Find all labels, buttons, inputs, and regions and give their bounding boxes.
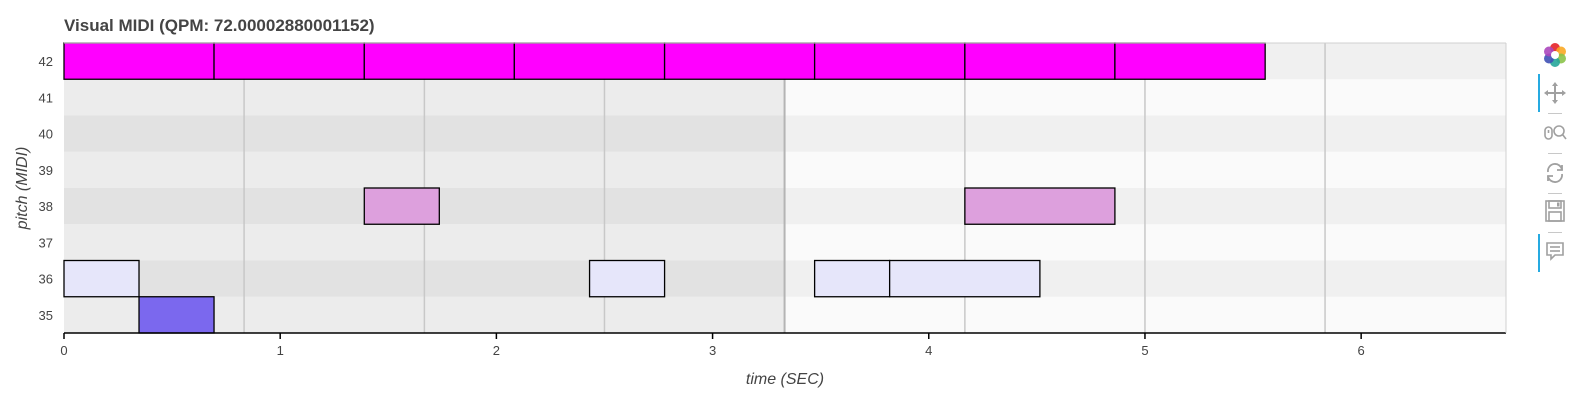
y-axis-label: pitch (MIDI) [14, 147, 31, 231]
x-tick-label: 6 [1358, 343, 1365, 358]
wheel-zoom-tool-icon[interactable] [1538, 118, 1572, 148]
x-tick-label: 4 [925, 343, 932, 358]
toolbar-separator [1548, 113, 1562, 114]
plot-toolbar [1538, 40, 1572, 280]
hover-tool-active-indicator [1538, 234, 1540, 272]
x-tick-label: 1 [277, 343, 284, 358]
reset-tool-icon[interactable] [1538, 158, 1572, 188]
plot-title: Visual MIDI (QPM: 72.00002880001152) [64, 16, 375, 35]
note-36 [588, 259, 666, 298]
note-36 [63, 259, 140, 298]
note-42 [663, 42, 816, 80]
note-42 [63, 42, 215, 80]
y-tick-label: 40 [39, 127, 53, 142]
hover-tool-icon[interactable] [1538, 236, 1572, 266]
y-tick-label: 37 [39, 235, 53, 250]
y-tick-label: 41 [39, 90, 53, 105]
toolbar-separator [1548, 153, 1562, 154]
x-tick-label: 0 [60, 343, 67, 358]
save-tool-icon[interactable] [1538, 196, 1572, 226]
note-38 [363, 187, 440, 225]
y-tick-label: 42 [39, 54, 53, 69]
note-42 [964, 42, 1116, 80]
note-42 [213, 42, 365, 80]
y-tick-label: 36 [39, 272, 53, 287]
toolbar-separator [1548, 193, 1562, 194]
toolbar-separator [1548, 232, 1562, 233]
note-42 [363, 42, 515, 80]
note-42 [813, 42, 966, 80]
bokeh-logo-icon[interactable] [1538, 40, 1572, 70]
x-tick-label: 3 [709, 343, 716, 358]
axes: 0 1 2 3 4 5 6 35 36 37 38 39 40 41 42 [39, 42, 1507, 358]
y-tick-label: 35 [39, 308, 53, 323]
note-35 [138, 296, 215, 334]
pan-tool-active-indicator [1538, 74, 1540, 112]
y-tick-label: 39 [39, 163, 53, 178]
note-36 [813, 259, 891, 298]
note-rectangles [63, 42, 1266, 334]
note-38 [964, 187, 1116, 225]
x-tick-label: 2 [493, 343, 500, 358]
note-42 [1114, 42, 1266, 80]
note-36 [888, 259, 1041, 298]
pan-tool-icon[interactable] [1538, 78, 1572, 108]
note-42 [513, 42, 666, 80]
x-axis-label: time (SEC) [746, 371, 824, 388]
y-tick-label: 38 [39, 199, 53, 214]
x-tick-label: 5 [1141, 343, 1148, 358]
